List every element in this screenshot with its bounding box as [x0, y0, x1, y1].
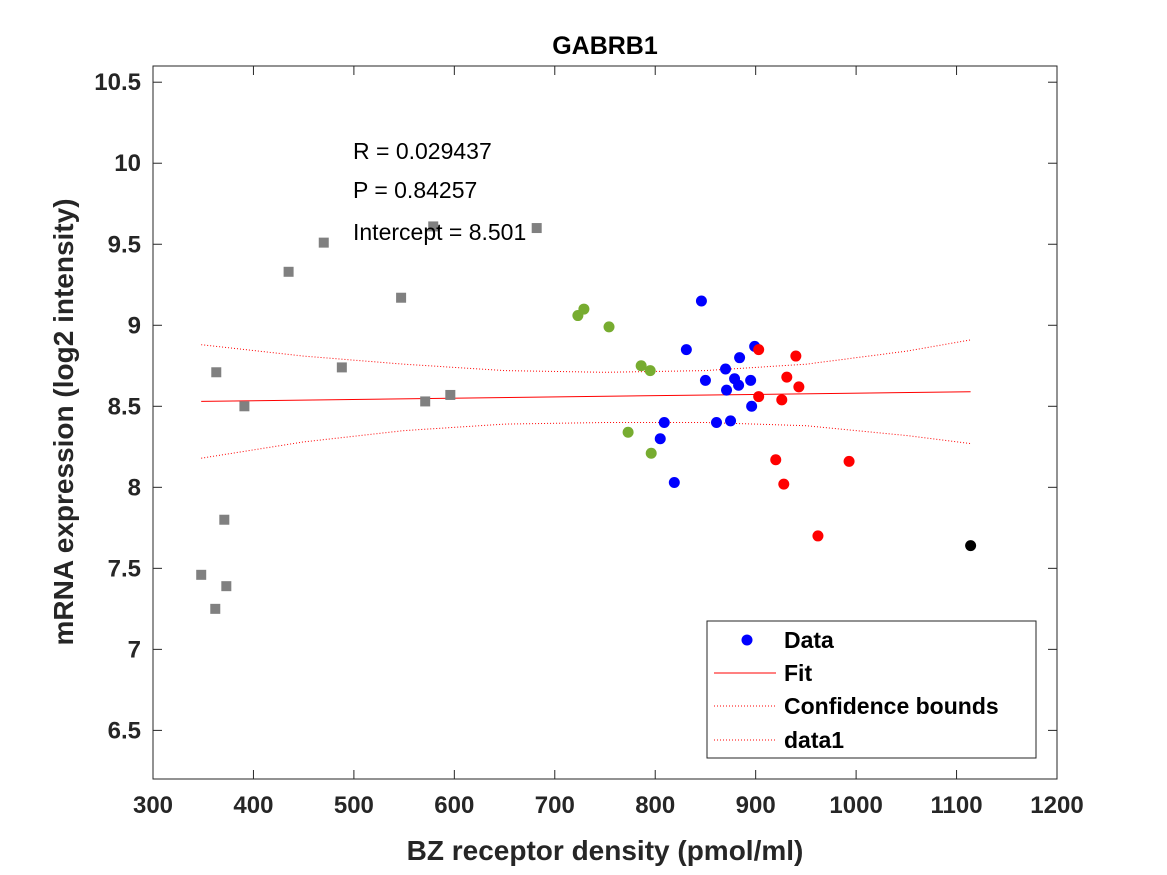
- data-point: [668, 476, 680, 488]
- y-tick-label: 8: [128, 474, 141, 501]
- y-tick-label: 9: [128, 312, 141, 339]
- x-tick-label: 800: [635, 792, 675, 819]
- data-point: [721, 384, 733, 396]
- data-points: [196, 221, 977, 614]
- axis-ticks: 300 400 500 600 700 800 900 1000 1100 1200 6.5 7 7.5…: [94, 66, 1084, 819]
- legend-label: Fit: [784, 660, 812, 686]
- legend-label: Data: [784, 627, 834, 653]
- fit-lines: [201, 339, 971, 459]
- data-point: [710, 417, 722, 428]
- x-tick-label: 600: [434, 792, 474, 819]
- x-tick-label: 700: [535, 792, 575, 819]
- x-tick-label: 1100: [931, 792, 983, 819]
- data-point: [965, 540, 977, 552]
- data-point-square: [221, 581, 232, 592]
- data-point: [725, 415, 737, 427]
- y-tick-label: 6.5: [108, 717, 141, 744]
- data-point: [781, 371, 793, 383]
- legend-label: data1: [784, 727, 844, 753]
- legend-label: Confidence bounds: [784, 693, 999, 719]
- data-point: [622, 426, 634, 438]
- data-point: [680, 344, 692, 356]
- legend-box: [706, 620, 1037, 759]
- x-tick-label: 400: [233, 792, 273, 819]
- data-point: [578, 303, 590, 315]
- x-axis-label: BZ receptor density (pmol/ml): [407, 835, 804, 866]
- annotation-intercept: Intercept = 8.501: [353, 219, 526, 245]
- y-tick-label: 9.5: [108, 231, 141, 258]
- data-point-square: [396, 292, 407, 303]
- y-tick-label: 7.5: [108, 555, 141, 582]
- data-point-square: [196, 569, 207, 580]
- annotation-r: R = 0.029437: [353, 138, 492, 164]
- data-point: [778, 478, 790, 490]
- data-point-square: [445, 389, 456, 400]
- data-point-square: [318, 237, 329, 248]
- y-tick-label: 8.5: [108, 393, 141, 420]
- data-point: [793, 381, 805, 393]
- fit-line: [201, 391, 971, 402]
- y-tick-label: 10.5: [94, 69, 141, 96]
- y-tick-label: 7: [128, 636, 141, 663]
- legend-marker-data: [741, 634, 753, 646]
- data-point-square: [336, 362, 347, 373]
- data-point: [734, 352, 746, 364]
- x-tick-label: 900: [736, 792, 776, 819]
- data-point-square: [428, 221, 439, 232]
- data-point: [753, 391, 765, 403]
- data-point: [776, 394, 788, 406]
- data-point: [720, 363, 732, 375]
- data-point-square: [210, 603, 221, 614]
- data-point: [790, 350, 802, 362]
- x-tick-label: 300: [133, 792, 173, 819]
- data-point: [843, 455, 855, 467]
- data-point: [745, 374, 757, 386]
- annotation-p: P = 0.84257: [353, 177, 477, 203]
- x-tick-label: 500: [334, 792, 374, 819]
- legend: Data Fit Confidence bounds data1: [706, 620, 1037, 759]
- stat-annotations: R = 0.029437 P = 0.84257 Intercept = 8.5…: [353, 138, 526, 245]
- legend-items: Data Fit Confidence bounds data1: [714, 627, 999, 753]
- x-tick-label: 1200: [1030, 792, 1083, 819]
- data-point: [770, 454, 782, 466]
- data-point: [733, 379, 745, 391]
- chart-title: GABRB1: [552, 32, 658, 60]
- data-point-square: [239, 401, 250, 412]
- data-point: [644, 365, 656, 377]
- data-point: [635, 360, 647, 372]
- x-tick-label: 1000: [829, 792, 882, 819]
- y-axis-label: mRNA expression (log2 intensity): [48, 198, 79, 645]
- data-point-square: [531, 223, 542, 234]
- data-point: [695, 295, 707, 307]
- data-point-square: [283, 266, 294, 277]
- y-tick-label: 10: [114, 150, 141, 177]
- data-point-square: [219, 514, 230, 525]
- data-point-square: [211, 367, 222, 378]
- data-point: [746, 400, 758, 412]
- data-point: [654, 433, 666, 445]
- confidence-lower-line: [201, 422, 971, 459]
- data-point: [753, 344, 765, 356]
- data-point: [645, 447, 657, 459]
- data-point: [658, 417, 670, 428]
- data-point: [812, 530, 824, 542]
- data-point-square: [420, 396, 431, 407]
- data-point: [699, 374, 711, 386]
- data-point: [603, 321, 615, 333]
